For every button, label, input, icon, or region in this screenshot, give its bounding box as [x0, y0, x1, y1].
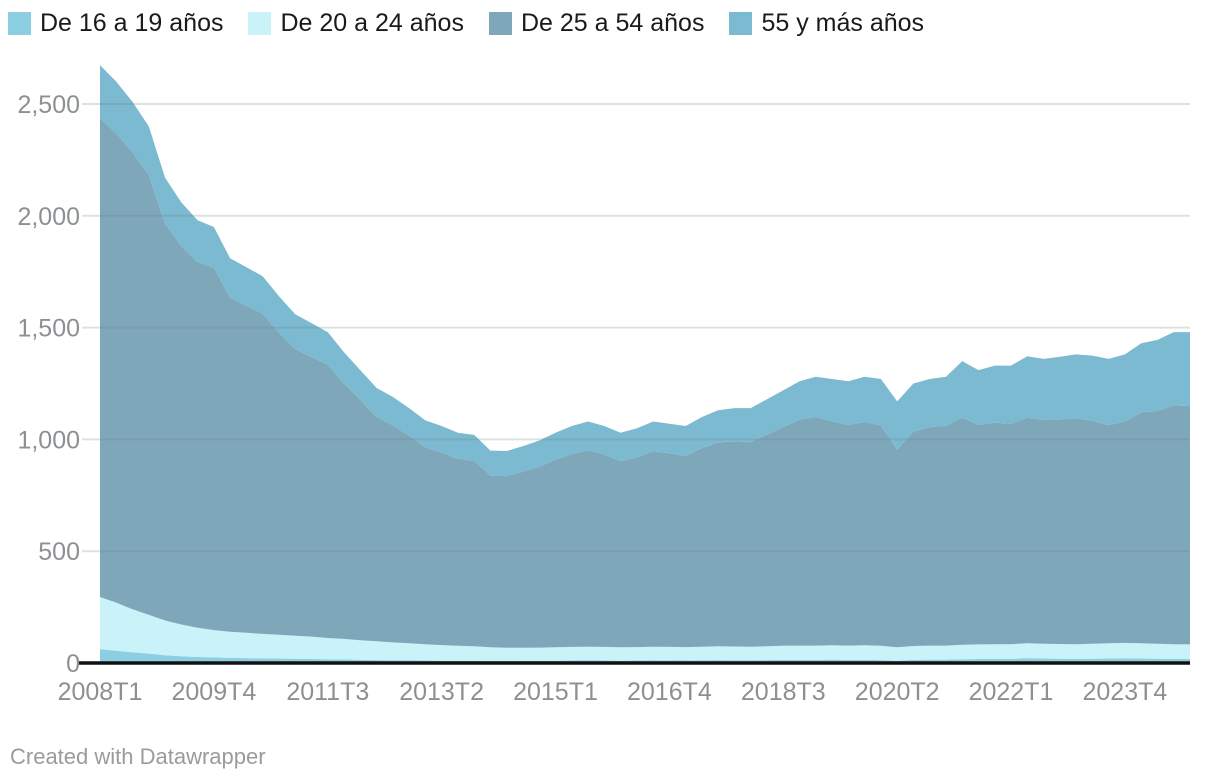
x-axis-label-2018T3: 2018T3 — [741, 678, 826, 706]
x-axis-label-2008T1: 2008T1 — [58, 678, 143, 706]
legend-item-de-25-a-54-anos: De 25 a 54 años — [488, 9, 705, 37]
legend-label: 55 y más años — [761, 9, 925, 37]
legend-swatch-de-25-a-54-anos — [488, 12, 512, 35]
x-axis-label-2020T2: 2020T2 — [855, 678, 940, 706]
x-axis-label-2015T1: 2015T1 — [513, 678, 598, 706]
y-axis-label-500: 500 — [38, 538, 80, 566]
x-axis-label-2009T4: 2009T4 — [172, 678, 257, 706]
legend-swatch-de-16-a-19-anos — [8, 12, 31, 35]
area-de-20-a-24-anos — [100, 597, 1190, 661]
legend-label: De 25 a 54 años — [520, 9, 705, 37]
legend-label: De 20 a 24 años — [280, 9, 464, 37]
legend-item-de-16-a-19-anos: De 16 a 19 años — [8, 11, 223, 36]
legend-label: De 16 a 19 años — [40, 9, 224, 37]
y-axis-label-1,000: 1,000 — [17, 426, 80, 454]
y-axis-label-2,500: 2,500 — [17, 91, 80, 119]
x-axis-label-2016T4: 2016T4 — [627, 678, 712, 706]
legend: De 16 a 19 años De 20 a 24 años De 25 a 54… — [8, 11, 924, 36]
x-axis-label-2011T3: 2011T3 — [286, 678, 369, 706]
legend-swatch-de-20-a-24-anos — [248, 12, 272, 35]
datawrapper-attribution-link[interactable]: Created with Datawrapper — [10, 744, 266, 769]
y-axis-label-2,000: 2,000 — [17, 203, 80, 231]
area-de-25-a-54-anos — [100, 118, 1190, 648]
y-axis-label-0: 0 — [66, 650, 80, 678]
x-axis-label-2013T2: 2013T2 — [399, 678, 484, 706]
legend-swatch-55-y-mas-anos — [729, 12, 753, 35]
legend-item-de-20-a-24-anos: De 20 a 24 años — [248, 9, 464, 37]
legend-item-55-y-mas-anos: 55 y más años — [729, 11, 924, 36]
x-axis-label-2022T1: 2022T1 — [969, 678, 1054, 706]
y-axis-label-1,500: 1,500 — [17, 315, 80, 343]
x-axis-label-2023T4: 2023T4 — [1083, 678, 1168, 706]
